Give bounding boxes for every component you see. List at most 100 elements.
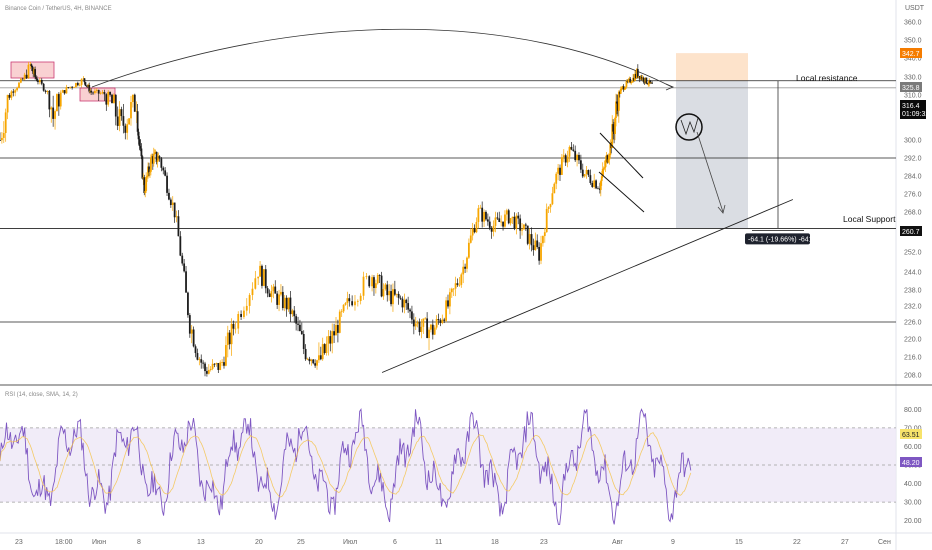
candle-body-280: [507, 210, 510, 224]
rsi-tick-0: 80.00: [904, 407, 922, 414]
candle-body-151: [254, 278, 257, 289]
flag-channel-upper[interactable]: [599, 132, 644, 179]
arc-connector[interactable]: [91, 28, 673, 88]
candle-body-296: [538, 246, 541, 261]
short-position-risk-zone[interactable]: [676, 53, 748, 81]
candle-body-86: [141, 156, 144, 179]
price-tick-8: 276.0: [904, 192, 922, 199]
candle-body-38: [63, 90, 66, 94]
candle-body-99: [153, 152, 156, 155]
candle-body-374: [642, 77, 645, 82]
candle-body-322: [587, 169, 590, 176]
projection-arrowhead: [717, 204, 726, 214]
candle-body-191: [331, 331, 334, 344]
candle-body-90: [145, 177, 148, 191]
candle-body-319: [581, 169, 584, 177]
candle-body-301: [547, 207, 550, 209]
candle-body-36: [59, 92, 62, 107]
candle-body-362: [631, 81, 634, 83]
candle-body-14: [25, 74, 28, 79]
candle-body-141: [228, 332, 231, 345]
candle-body-221: [395, 293, 398, 295]
candle-body-210: [374, 283, 377, 289]
price-tick-0: 360.0: [904, 20, 922, 27]
candle-body-97: [151, 156, 154, 164]
candle-body-185: [319, 355, 322, 360]
reversal-circle[interactable]: [675, 113, 703, 141]
candle-body-359: [628, 78, 631, 80]
candle-body-120: [188, 315, 191, 334]
candle-body-202: [354, 301, 356, 306]
time-tick-10: 18: [491, 539, 499, 546]
candle-body-370: [638, 76, 641, 80]
candle-body-383: [651, 82, 653, 84]
price-tick-14: 232.0: [904, 304, 922, 311]
candle-body-109: [168, 192, 170, 200]
candle-body-104: [158, 156, 161, 159]
measure-label: -64.1 (-19.66%) -641: [748, 236, 813, 243]
candle-body-302: [549, 204, 552, 208]
candle-body-352: [621, 86, 624, 88]
candle-body-13: [23, 74, 26, 80]
candle-body-278: [504, 214, 506, 227]
candle-body-201: [351, 301, 354, 306]
time-tick-9: 11: [435, 539, 442, 546]
time-tick-8: 6: [393, 539, 397, 546]
candle-body-245: [441, 319, 444, 324]
candle-body-129: [206, 371, 208, 374]
candle-body-182: [314, 363, 317, 366]
candle-body-255: [460, 274, 463, 285]
candle-body-187: [323, 344, 326, 354]
horizontal-levels[interactable]: [0, 80, 896, 323]
candle-body-85: [140, 148, 143, 157]
candle-body-314: [572, 149, 575, 151]
candle-body-87: [142, 177, 145, 179]
candle-body-368: [636, 69, 639, 78]
candle-body-35: [57, 94, 60, 107]
candle-body-266: [481, 207, 484, 222]
projection-arrow[interactable]: [696, 131, 724, 213]
price-axis-ticks: 360.0 350.0 340.0 330.0 310.0 300.0 292.0 284.0…: [904, 20, 922, 380]
candle-body-150: [251, 288, 254, 296]
candle-body-333: [603, 167, 606, 169]
ascending-trendline[interactable]: [381, 199, 794, 373]
candle-body-59: [95, 89, 98, 91]
candle-body-153: [259, 265, 261, 277]
candle-body-148: [245, 305, 248, 311]
candle-body-325: [593, 180, 596, 187]
time-tick-14: 15: [735, 539, 743, 546]
badge-rsi-ma: 48.20: [900, 457, 922, 467]
candle-body-344: [614, 117, 616, 134]
candle-body-136: [219, 362, 222, 370]
candle-body-93: [148, 166, 150, 173]
candle-body-42: [71, 86, 74, 88]
svg-text:48.20: 48.20: [902, 460, 920, 467]
price-tick-7: 284.0: [904, 174, 922, 181]
candle-body-79: [133, 94, 136, 112]
local-resistance-label: Local resistance: [796, 73, 858, 83]
candle-body-6: [10, 91, 13, 98]
candle-body-173: [297, 323, 299, 325]
candle-body-107: [164, 170, 167, 176]
candle-body-130: [207, 369, 210, 374]
price-tick-12: 244.0: [904, 270, 922, 277]
candle-body-330: [600, 176, 603, 182]
price-tick-9: 268.0: [904, 210, 922, 217]
candle-body-261: [471, 228, 474, 236]
badge-current-price: 316.4 01:09:32: [900, 100, 929, 119]
candle-body-76: [128, 118, 130, 125]
candle-body-166: [283, 297, 286, 309]
candle-body-224: [401, 298, 404, 308]
candle-body-101: [155, 151, 158, 163]
candle-body-108: [166, 175, 168, 193]
candle-body-178: [306, 358, 309, 360]
short-position-reward-zone[interactable]: [676, 80, 748, 229]
candle-body-195: [338, 311, 341, 333]
candle-body-290: [526, 225, 529, 244]
candle-body-180: [310, 359, 313, 362]
candle-body-131: [209, 368, 212, 370]
candle-body-186: [321, 344, 324, 360]
candle-body-284: [515, 215, 518, 229]
flag-channel-lower[interactable]: [598, 171, 645, 213]
